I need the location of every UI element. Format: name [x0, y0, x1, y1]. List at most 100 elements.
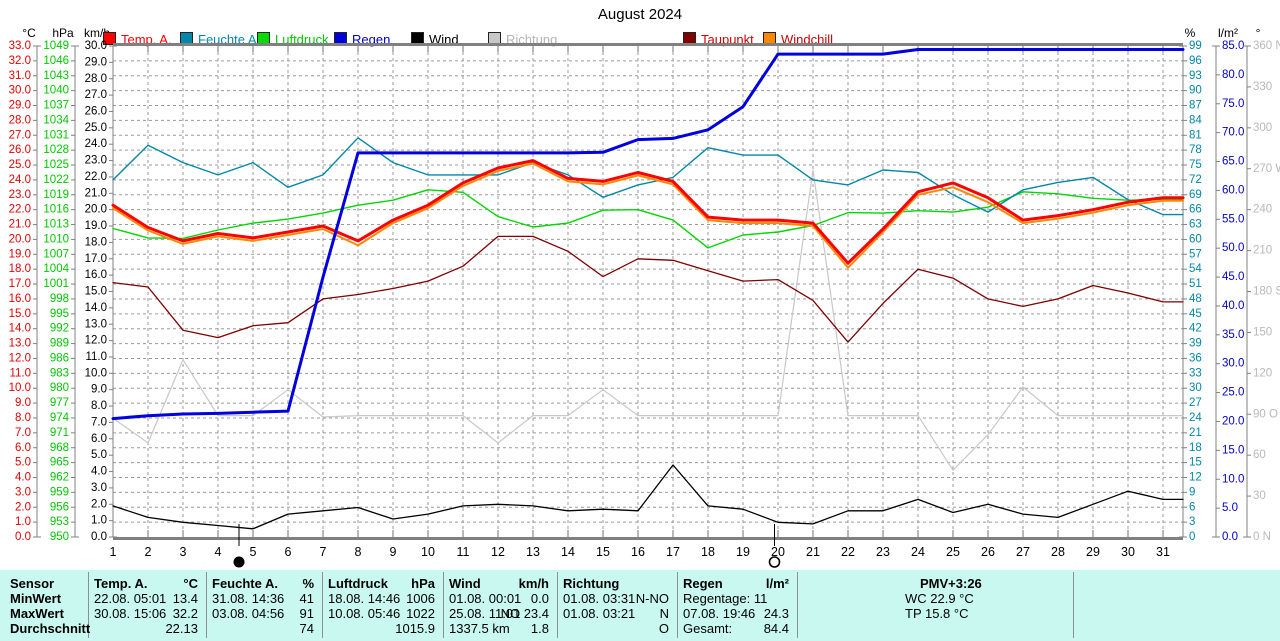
axis-tick-label: 1013 — [43, 219, 69, 231]
table-row-label: Sensor — [10, 576, 55, 591]
x-axis-day-label: 11 — [457, 545, 470, 559]
table-cell-value: 13.4 — [172, 591, 198, 606]
axis-tick-label: 20.0 — [9, 233, 31, 245]
unit-label-hpa: hPa — [52, 26, 74, 40]
axis-tick-label: 18.0 — [85, 236, 107, 248]
axis-tick-label: 20.0 — [85, 204, 107, 216]
axis-tick-label: 25.0 — [1222, 387, 1244, 399]
axis-tick-label: 63 — [1189, 219, 1202, 231]
axis-tick-label: 14.0 — [9, 323, 31, 335]
axis-tick-label: 21.0 — [85, 187, 107, 199]
axis-tick-label: 971 — [50, 427, 69, 439]
axis-tick-label: 7.0 — [91, 416, 107, 428]
axis-tick-label: 0.0 — [15, 531, 31, 543]
axis-tick-label: 90 — [1189, 85, 1202, 97]
axis-tick-label: 1.0 — [91, 515, 107, 527]
table-cell-value: 24.3 — [763, 606, 789, 621]
table-separator — [88, 572, 89, 638]
axis-tick-label: 75.0 — [1222, 98, 1244, 110]
axis-tick-label: 1040 — [43, 85, 69, 97]
axis-tick-label: 36 — [1189, 352, 1202, 364]
table-col-name: Wind — [449, 576, 481, 591]
axis-tick-label: 240 — [1253, 204, 1272, 216]
x-axis-day-label: 24 — [911, 545, 925, 559]
axis-tick-label: 980 — [50, 382, 69, 394]
axis-tick-label: 11.0 — [85, 351, 107, 363]
table-col-name: Regen — [683, 576, 723, 591]
axis-tick-label: 30 — [1253, 490, 1266, 502]
axis-tick-label: 959 — [50, 486, 69, 498]
x-axis-day-label: 17 — [666, 545, 680, 559]
table-cell-datetime: 01.08. 03:21 — [563, 606, 636, 621]
axis-tick-label: 24.0 — [85, 138, 107, 150]
axis-tick-label: 32.0 — [9, 55, 31, 67]
weather-chart: 1 2 3 4 5 6 7 8 9 10 11 12 13 14 15 16 17 18 19 20 21 22 23 24 2… — [9, 40, 1280, 568]
series-regen — [111, 48, 1185, 421]
axis-tick-label: 1049 — [43, 40, 69, 52]
pmv-windchill: WC 22.9 °C — [905, 591, 974, 606]
axis-tick-label: 962 — [50, 472, 69, 484]
axis-tick-label: 1046 — [43, 55, 69, 67]
x-axis-day-label: 13 — [526, 545, 540, 559]
axis-tick-label: 1019 — [43, 189, 69, 201]
unit-label-percent: % — [1184, 26, 1196, 40]
axis-tick-label: 30.0 — [85, 40, 107, 52]
x-axis-day-label: 21 — [806, 545, 820, 559]
axis-tick-label: 1010 — [43, 233, 69, 245]
table-col-name: Temp. A. — [94, 576, 148, 591]
plot-frame-top — [113, 43, 1183, 46]
table-cell-datetime: 25.08. 11:01 — [449, 606, 521, 621]
axis-tick-label: 956 — [50, 501, 69, 513]
axis-tick-label: 31.0 — [9, 70, 31, 82]
axis-tick-label: 953 — [50, 516, 69, 528]
x-axis-day-label: 7 — [320, 545, 327, 559]
axis-tick-label: 8.0 — [15, 412, 31, 424]
table-cell-datetime: Gesamt: — [683, 621, 733, 636]
axis-tick-label: 21.0 — [9, 219, 31, 231]
axis-tick-label: 57 — [1189, 248, 1202, 260]
x-axis-day-label: 22 — [841, 545, 855, 559]
x-axis-day-label: 31 — [1156, 545, 1170, 559]
axis-tick-label: 48 — [1189, 293, 1202, 305]
x-axis-day-label: 15 — [596, 545, 610, 559]
table-col-unit: % — [302, 576, 314, 591]
x-axis-day-label: 29 — [1086, 545, 1100, 559]
axis-tick-label: 15 — [1189, 457, 1202, 469]
table-separator — [322, 572, 323, 638]
axis-tick-label: 2.0 — [91, 498, 107, 510]
axis-tick-label: 0 — [1189, 531, 1195, 543]
table-separator — [1073, 572, 1074, 638]
table-separator — [443, 572, 444, 638]
x-axis-day-label: 16 — [631, 545, 645, 559]
table-cell-value: 74 — [299, 621, 314, 636]
table-col-unit — [557, 576, 669, 591]
x-axis-day-label: 4 — [215, 545, 222, 559]
table-cell-value: NO 23.4 — [500, 606, 549, 621]
axis-tick-label: 6 — [1189, 501, 1195, 513]
new-moon-icon — [233, 556, 245, 568]
axis-tick-label: 4.0 — [91, 466, 107, 478]
table-separator — [797, 572, 798, 638]
x-axis-day-label: 12 — [491, 545, 505, 559]
axis-tick-label: 27.0 — [9, 129, 31, 141]
series-taupunkt — [112, 235, 1184, 343]
axis-tick-label: 12.0 — [9, 352, 31, 364]
axis-tick-label: 15.0 — [1222, 444, 1244, 456]
axis-tick-label: 42 — [1189, 323, 1202, 335]
axis-tick-label: 23.0 — [85, 155, 107, 167]
axis-tick-label: 986 — [50, 352, 69, 364]
axis-tick-label: 65.0 — [1222, 156, 1244, 168]
axis-tick-label: 35.0 — [1222, 329, 1244, 341]
series-temp-a- — [111, 159, 1185, 265]
axis-tick-label: 1037 — [43, 100, 69, 112]
axis-tick-label: 17.0 — [85, 253, 107, 265]
axis-tick-label: 22.0 — [85, 171, 107, 183]
axis-tick-label: 6.0 — [91, 433, 107, 445]
axis-tick-label: 96 — [1189, 55, 1202, 67]
axis-tick-label: 90 O — [1253, 408, 1278, 420]
axis-tick-label: 3.0 — [91, 482, 107, 494]
table-cell-value: 1022 — [406, 606, 435, 621]
axis-tick-label: 950 — [50, 531, 69, 543]
table-cell-value: 22.13 — [165, 621, 198, 636]
x-axis-day-label: 3 — [180, 545, 187, 559]
